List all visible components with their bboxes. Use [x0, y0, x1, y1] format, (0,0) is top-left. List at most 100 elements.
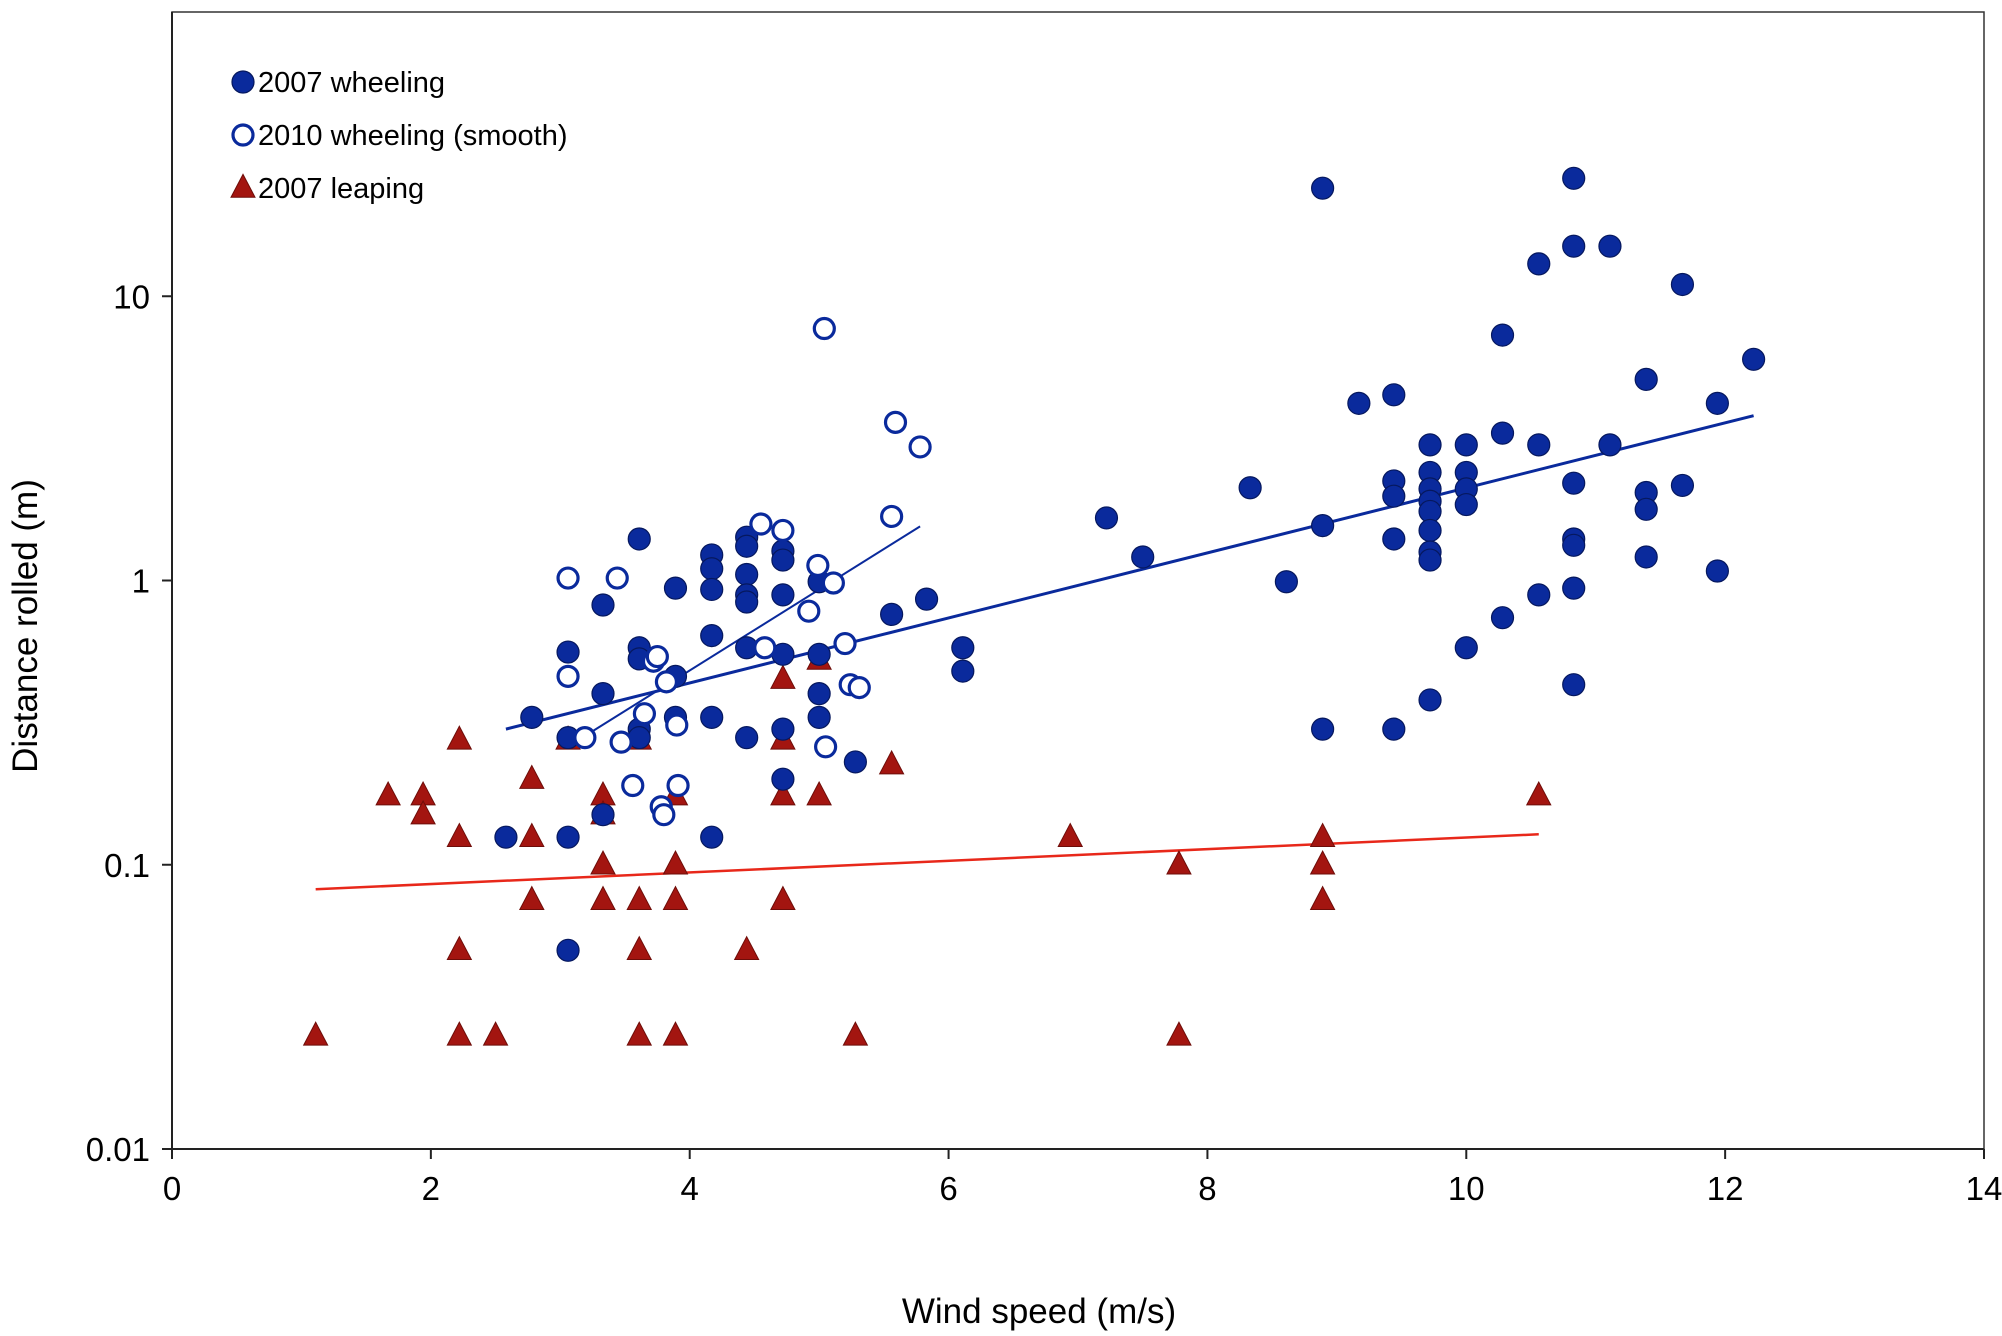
data-point — [878, 749, 905, 775]
y-tick-label: 0.1 — [104, 847, 150, 884]
data-point — [626, 1021, 653, 1046]
data-point — [1527, 433, 1551, 457]
data-point — [1490, 323, 1515, 347]
data-point — [663, 576, 688, 600]
data-point — [1166, 1021, 1192, 1046]
x-tick-label: 6 — [939, 1170, 957, 1207]
data-point — [770, 780, 796, 806]
y-axis-title: Distance rolled (m) — [6, 479, 45, 773]
data-point — [1309, 822, 1336, 847]
data-point — [880, 504, 904, 529]
data-point — [1490, 606, 1515, 630]
y-tick-label: 1 — [132, 563, 150, 600]
data-point — [621, 773, 645, 798]
x-tick-label: 4 — [681, 1170, 699, 1207]
data-point — [627, 527, 651, 551]
data-point — [735, 590, 759, 614]
data-point — [520, 705, 544, 729]
data-point — [482, 1021, 509, 1046]
data-point — [847, 675, 871, 700]
data-point — [652, 803, 676, 827]
data-point — [1527, 583, 1551, 607]
tick-labels: 0 2 4 6 8 10 12 14 0.01 0.1 1 10 — [86, 278, 2002, 1207]
data-point — [446, 935, 473, 961]
x-tick-label: 8 — [1198, 1170, 1216, 1207]
data-point — [753, 636, 777, 660]
data-point — [806, 780, 832, 806]
data-point — [1131, 545, 1155, 569]
data-point — [1418, 688, 1442, 712]
data-point — [1562, 234, 1586, 258]
data-point — [797, 599, 821, 623]
data-point — [1598, 234, 1622, 258]
trend-lines — [315, 414, 1754, 891]
data-point — [700, 705, 724, 729]
data-point — [375, 780, 401, 806]
data-point — [771, 583, 795, 607]
x-tick-label: 14 — [1966, 1170, 2002, 1207]
data-point — [1418, 433, 1442, 457]
data-point — [700, 577, 724, 602]
data-point — [518, 764, 545, 789]
data-point — [1705, 391, 1729, 415]
legend-label: 2010 wheeling (smooth) — [258, 120, 568, 152]
data-point — [812, 316, 836, 341]
data-point — [1705, 559, 1729, 583]
data-point — [1454, 636, 1478, 660]
data-point — [880, 602, 904, 626]
data-point — [556, 825, 580, 849]
data-point — [1057, 822, 1084, 847]
data-point — [733, 935, 760, 961]
data-point — [807, 642, 831, 666]
data-point — [771, 767, 795, 791]
data-point — [1634, 497, 1658, 521]
data-point — [662, 850, 689, 875]
legend-label: 2007 leaping — [258, 173, 424, 205]
legend-marker — [230, 173, 256, 198]
data-point — [771, 717, 795, 741]
data-point — [806, 553, 830, 578]
data-point — [556, 566, 580, 590]
data-point — [302, 1021, 329, 1046]
data-point — [446, 1021, 473, 1046]
axes — [162, 11, 1985, 1159]
legend-label: 2007 wheeling — [258, 67, 445, 99]
data-point — [833, 631, 857, 656]
data-point — [626, 935, 653, 961]
data-point — [1562, 166, 1586, 190]
data-point — [1166, 850, 1192, 875]
data-point — [645, 644, 669, 669]
data-point — [883, 410, 908, 434]
data-point — [626, 885, 653, 911]
data-point — [590, 885, 616, 911]
legend-marker — [231, 70, 255, 94]
data-point — [749, 512, 773, 536]
data-point — [1347, 391, 1371, 415]
trend-line — [581, 525, 921, 739]
data-point — [735, 726, 759, 750]
data-point — [1670, 272, 1695, 297]
data-point — [807, 705, 831, 729]
data-point — [1311, 176, 1335, 200]
data-point — [556, 938, 580, 962]
data-point — [735, 534, 759, 558]
data-point — [770, 885, 796, 911]
x-axis-title: Wind speed (m/s) — [902, 1292, 1176, 1331]
y-tick-label: 0.01 — [86, 1131, 150, 1168]
data-point — [494, 825, 518, 849]
data-point — [609, 730, 633, 754]
data-point — [1742, 347, 1766, 371]
data-point — [666, 773, 690, 798]
data-point — [518, 822, 545, 847]
data-point — [654, 670, 679, 694]
data-point — [662, 1021, 689, 1046]
data-point — [700, 557, 724, 581]
data-point — [1382, 484, 1406, 508]
data-point — [591, 593, 615, 617]
data-point — [1454, 492, 1478, 517]
data-point — [1311, 717, 1335, 741]
data-point — [1490, 421, 1515, 445]
data-point — [446, 725, 473, 750]
